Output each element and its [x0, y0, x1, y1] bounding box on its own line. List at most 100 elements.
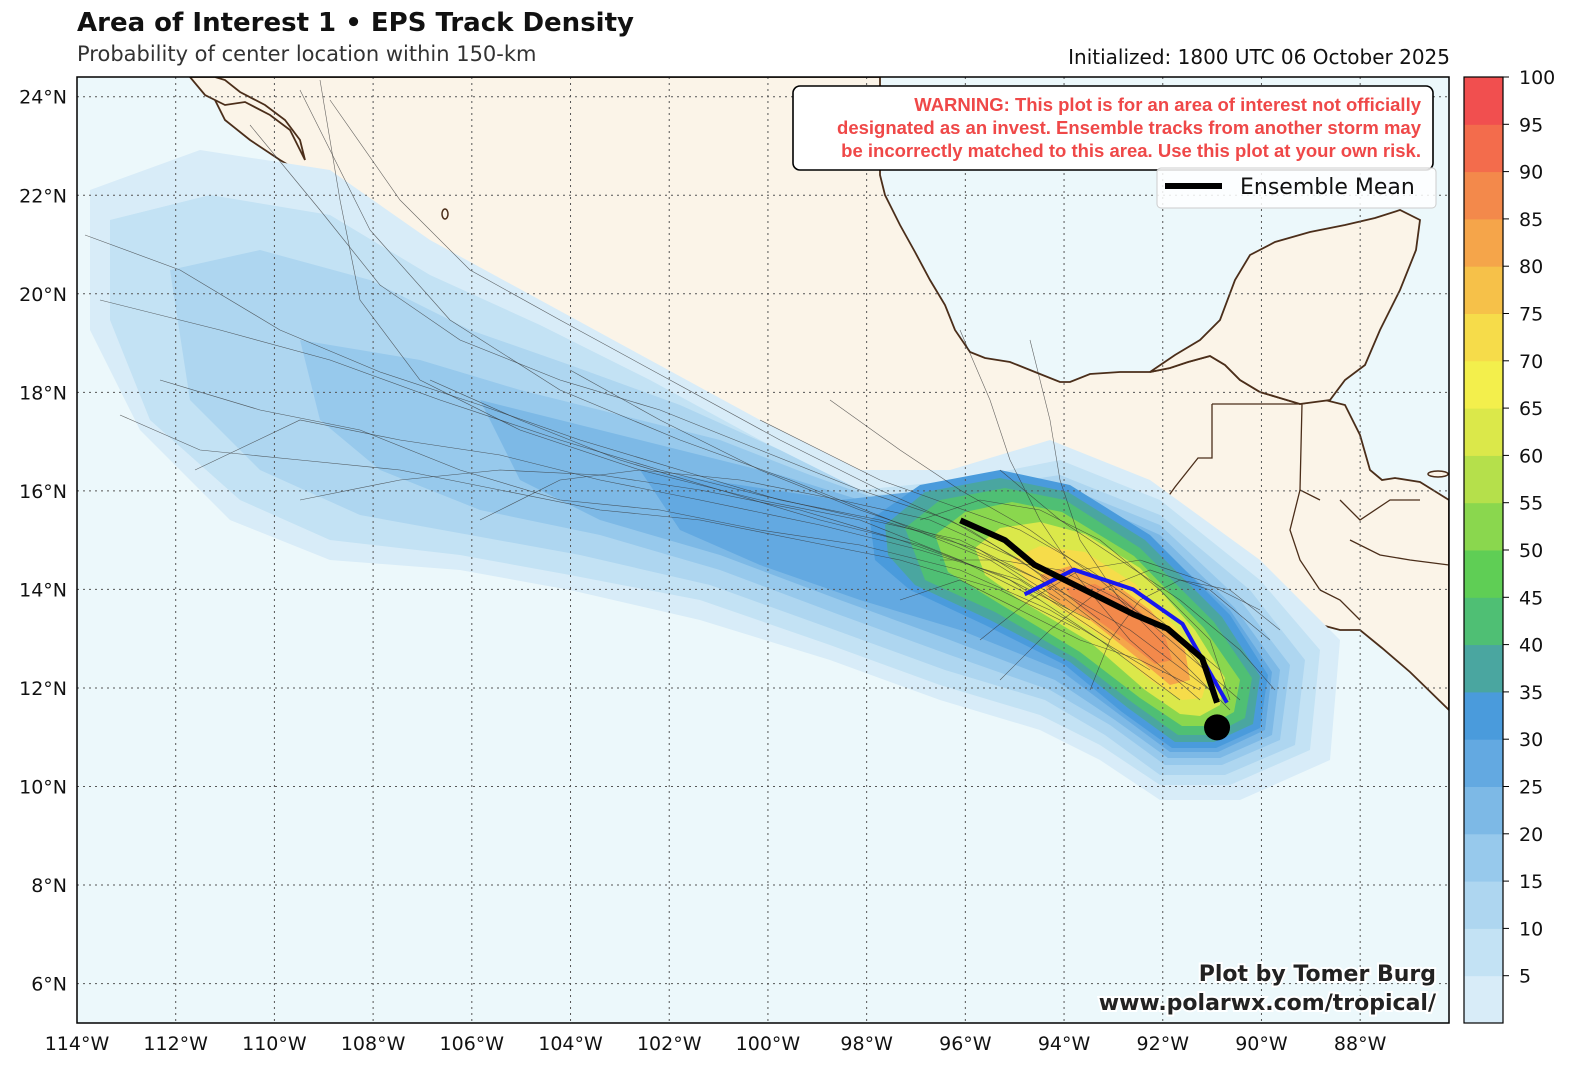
longitude-label: 108°W [341, 1033, 406, 1055]
colorbar-label: 65 [1519, 398, 1543, 420]
colorbar-label: 55 [1519, 493, 1543, 515]
longitude-label: 112°W [143, 1033, 208, 1055]
colorbar-segment [1464, 975, 1503, 1024]
current-position-marker [1204, 714, 1231, 741]
density-contours [90, 150, 1340, 800]
initialized-time: Initialized: 1800 UTC 06 October 2025 [1068, 45, 1450, 69]
colorbar-segment [1464, 644, 1503, 693]
colorbar-segment [1464, 550, 1503, 598]
member-track [84, 234, 1061, 601]
colorbar-label: 75 [1519, 304, 1543, 326]
colorbar-label: 100 [1519, 67, 1555, 89]
credits: Plot by Tomer Burg www.polarwx.com/tropi… [1097, 960, 1439, 1018]
colorbar-label: 50 [1519, 540, 1543, 562]
colorbar-segment [1464, 455, 1503, 504]
longitude-label: 96°W [939, 1033, 992, 1055]
legend: Ensemble Mean [1156, 167, 1437, 209]
yucatan-peninsula [1149, 209, 1421, 405]
latitude-label: 18°N [19, 382, 67, 404]
credit-url: www.polarwx.com/tropical/ [1099, 991, 1437, 1016]
latitude-label: 24°N [19, 87, 67, 109]
colorbar-label: 30 [1519, 729, 1543, 751]
colorbar-label: 40 [1519, 635, 1543, 657]
warning-box: WARNING: This plot is for an area of int… [792, 85, 1434, 171]
graticule [77, 77, 1449, 1023]
member-track [479, 469, 1101, 621]
latitude-label: 12°N [19, 678, 67, 700]
colorbar-label: 20 [1519, 824, 1543, 846]
warning-line-1: WARNING: This plot is for an area of int… [914, 94, 1421, 115]
member-track [899, 579, 1201, 691]
colorbar-label: 5 [1519, 966, 1531, 988]
ensemble-mean-track-line [959, 517, 1220, 704]
colorbar: 5 10 15 20 25 30 35 40 45 50 55 60 65 70 75 80 85 90 95 100 [1463, 67, 1555, 1024]
colorbar-label: 60 [1519, 445, 1543, 467]
map-frame [76, 76, 1450, 1024]
member-track [999, 569, 1271, 681]
map-subtitle: Probability of center location within 15… [77, 42, 537, 66]
density-contour [1065, 584, 1172, 664]
colorbar-label: 15 [1519, 871, 1543, 893]
warning-line-3: be incorrectly matched to this area. Use… [841, 140, 1421, 161]
latitude-label: 14°N [19, 579, 67, 601]
member-track [99, 299, 1121, 641]
ensemble-member-tracks [84, 79, 1281, 711]
latitude-label: 20°N [19, 284, 67, 306]
baja-california [188, 77, 306, 161]
member-track [959, 329, 1201, 701]
member-track [1089, 579, 1281, 691]
latitude-label: 10°N [19, 777, 67, 799]
latitude-labels: 24°N 22°N 20°N 18°N 16°N 14°N 12°N 10°N 8°N 6°N [19, 87, 67, 996]
colorbar-segment [1464, 502, 1503, 551]
colorbar-segment [1464, 881, 1503, 929]
legend-mean-label: Ensemble Mean [1240, 175, 1415, 200]
colorbar-label: 95 [1519, 114, 1543, 136]
member-track [999, 469, 1276, 691]
latitude-label: 8°N [31, 875, 67, 897]
colorbar-label: 90 [1519, 162, 1543, 184]
colorbar-label: 35 [1519, 682, 1543, 704]
longitude-label: 90°W [1235, 1033, 1288, 1055]
member-track [979, 559, 1261, 641]
colorbar-segment [1464, 124, 1503, 173]
longitude-label: 110°W [242, 1033, 307, 1055]
colorbar-segment [1464, 739, 1503, 787]
colorbar-segment [1464, 691, 1503, 740]
member-track [759, 419, 1221, 671]
colorbar-segment [1464, 928, 1503, 977]
longitude-label: 98°W [840, 1033, 893, 1055]
colorbar-segment [1464, 597, 1503, 646]
colorbar-segment [1464, 266, 1503, 314]
colorbar-segment [1464, 360, 1503, 409]
colorbar-label: 70 [1519, 351, 1543, 373]
warning-line-2: designated as an invest. Ensemble tracks… [837, 117, 1422, 138]
map-title: Area of Interest 1 • EPS Track Density [77, 8, 634, 38]
colorbar-segment [1464, 313, 1503, 362]
latitude-label: 6°N [31, 974, 67, 996]
longitude-label: 114°W [45, 1033, 110, 1055]
member-track [919, 499, 1231, 701]
colorbar-segment [1464, 833, 1503, 882]
longitude-label: 106°W [440, 1033, 505, 1055]
longitude-label: 102°W [637, 1033, 702, 1055]
colorbar-segment [1464, 218, 1503, 267]
island-marker [1427, 470, 1449, 478]
latitude-label: 22°N [19, 185, 67, 207]
member-track [299, 469, 1091, 621]
member-track [249, 124, 1021, 561]
member-track [829, 399, 1241, 701]
member-track [119, 414, 1081, 631]
colorbar-segment [1464, 171, 1503, 220]
member-track [1029, 339, 1231, 711]
longitude-labels: 114°W 112°W 110°W 108°W 106°W 104°W 102°W 100°W… [45, 1033, 1387, 1055]
island-marker [441, 208, 449, 220]
colorbar-segment [1464, 77, 1503, 125]
member-track [329, 99, 1051, 581]
longitude-label: 94°W [1038, 1033, 1091, 1055]
longitude-label: 104°W [538, 1033, 603, 1055]
longitude-label: 92°W [1137, 1033, 1190, 1055]
latitude-label: 16°N [19, 481, 67, 503]
member-track [429, 379, 1181, 701]
member-track [159, 379, 1151, 671]
